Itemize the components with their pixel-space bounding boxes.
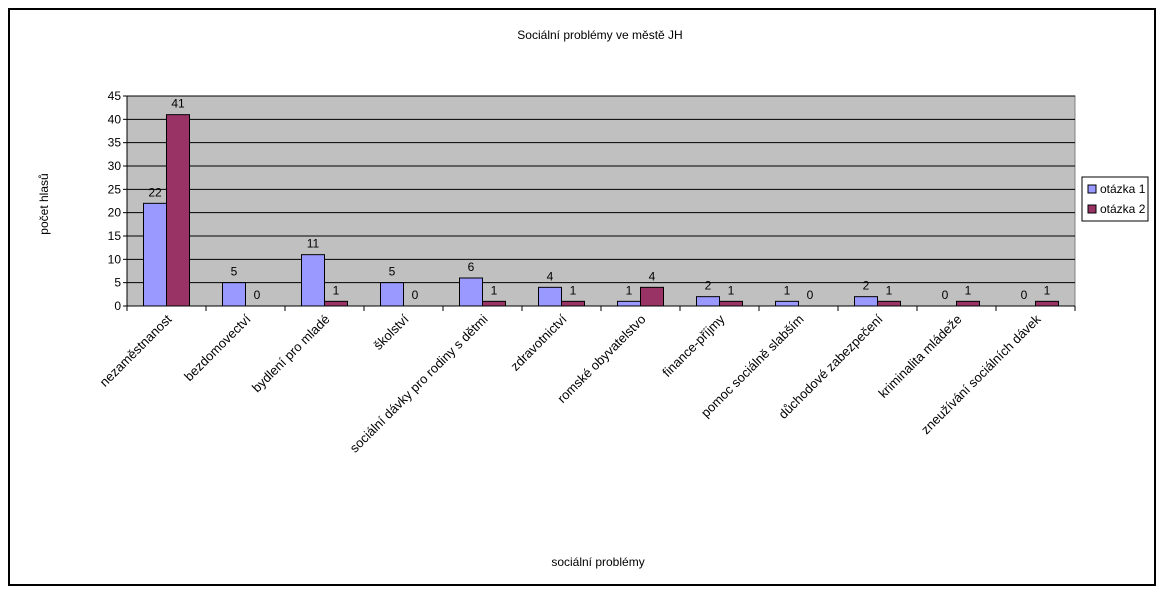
data-label: 0 [942,288,949,302]
data-label: 1 [626,283,633,297]
y-axis-label: počet hlasů [37,173,51,234]
bar-otazka-2 [640,286,664,307]
data-label: 1 [491,283,498,297]
data-label: 1 [886,283,893,297]
y-tick-label: 25 [108,182,122,196]
bar-otazka-2 [1035,300,1059,307]
bar-chart: Sociální problémy ve městě JH počet hlas… [37,28,1149,569]
data-label: 0 [1021,288,1028,302]
x-tick-label: bydlení pro mladé [249,312,333,396]
y-tick-label: 15 [108,229,122,243]
data-label: 0 [412,288,419,302]
bar-otazka-2 [482,300,506,307]
data-label: 2 [863,279,870,293]
bar-otazka-1 [854,296,878,307]
chart-frame: Sociální problémy ve městě JH počet hlas… [8,8,1156,586]
chart-title: Sociální problémy ve městě JH [517,28,682,42]
data-label: 11 [307,237,320,251]
data-label: 41 [171,97,185,111]
data-label: 5 [231,265,238,279]
x-tick-label: nezaměstnanost [97,311,175,389]
legend-box [1081,176,1149,222]
y-tick-label: 45 [108,89,122,103]
data-label: 2 [705,279,712,293]
plot-background [126,95,1076,307]
data-label: 22 [148,185,162,199]
bar-otazka-1 [380,282,404,307]
y-tick-label: 20 [108,206,122,220]
bar-otazka-1 [301,254,325,307]
data-label: 0 [807,288,814,302]
x-tick-label: kriminalita mládeže [875,312,964,401]
x-tick-label: finance-příjmy [659,311,728,380]
bar-otazka-2 [956,300,980,307]
legend-label: otázka 1 [1100,182,1146,196]
data-label: 1 [965,283,972,297]
bar-otazka-1 [617,300,641,307]
x-tick-label: bezdomovectví [181,311,254,384]
x-tick-label: zdravotnictví [507,311,569,373]
x-tick-label: školství [370,311,412,353]
y-tick-label: 5 [114,276,121,290]
data-label: 0 [254,288,261,302]
y-tick-label: 10 [108,252,122,266]
bar-otazka-1 [775,300,799,307]
y-tick-label: 40 [108,112,122,126]
legend-swatch [1087,204,1097,214]
bar-otazka-2 [166,114,190,307]
y-tick-label: 0 [114,299,121,313]
data-label: 1 [333,283,340,297]
legend: otázka 1 otázka 2 [1081,176,1149,222]
data-label: 6 [468,260,475,274]
bar-otazka-2 [877,300,901,307]
data-label: 4 [649,269,656,283]
data-label: 1 [570,283,577,297]
plot-area: 0510152025303540452241nezaměstnanost50be… [97,89,1076,455]
data-label: 4 [547,269,554,283]
y-tick-label: 30 [108,159,122,173]
bar-otazka-1 [222,282,246,307]
bar-otazka-2 [561,300,585,307]
legend-label: otázka 2 [1100,202,1146,216]
x-tick-label: romské obyvatelstvo [554,312,648,406]
data-label: 1 [1044,283,1051,297]
x-axis-label: sociální problémy [551,555,644,569]
bar-otazka-1 [459,277,483,307]
bar-otazka-1 [696,296,720,307]
bar-otazka-2 [324,300,348,307]
bar-otazka-1 [143,202,167,307]
data-label: 5 [389,265,396,279]
x-tick-label: sociální dávky pro rodiny s dětmi [347,311,491,455]
legend-swatch [1087,184,1097,194]
data-label: 1 [784,283,791,297]
bar-otazka-2 [719,300,743,307]
bar-otazka-1 [538,286,562,307]
data-label: 1 [728,283,735,297]
y-tick-label: 35 [108,136,122,150]
